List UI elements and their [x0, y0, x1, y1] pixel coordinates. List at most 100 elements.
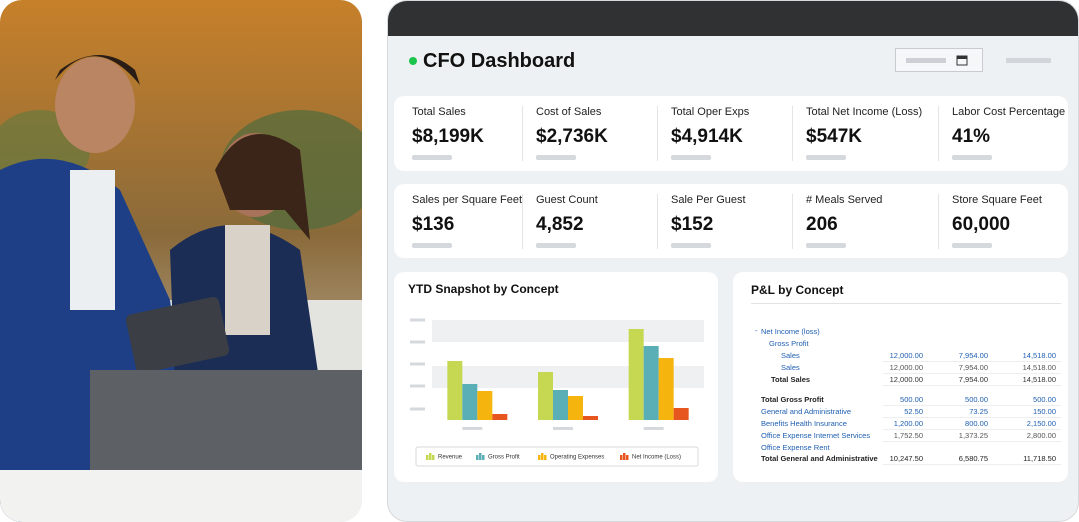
row-rule — [883, 385, 1061, 386]
dashboard-title: CFO Dashboard — [423, 50, 576, 72]
row-label: Net Income (loss) — [761, 327, 820, 336]
legend-swatch — [479, 453, 482, 460]
legend-swatch — [620, 455, 623, 460]
kpi-label: Total Net Income (Loss) — [806, 106, 923, 118]
row-label: Total General and Administrative — [761, 454, 878, 463]
placeholder — [412, 243, 452, 248]
kpi-value: 206 — [806, 214, 838, 235]
date-picker[interactable] — [895, 48, 983, 72]
kpi-value: 41% — [952, 126, 991, 147]
legend-label: Revenue — [438, 455, 463, 461]
legend — [415, 446, 699, 467]
legend-swatch — [482, 455, 485, 460]
row-rule — [883, 405, 1061, 406]
separator — [522, 106, 523, 161]
kpi-card: Sales per Square Feet $136 Guest Count 4,85… — [394, 184, 1068, 258]
separator — [522, 194, 523, 249]
divider — [751, 303, 1061, 304]
placeholder — [536, 155, 576, 160]
row-value: 52.50 — [904, 407, 923, 416]
bar — [643, 346, 659, 420]
row-rule — [883, 417, 1061, 418]
row-label: Office Expense Rent — [761, 443, 830, 452]
bar — [447, 361, 463, 420]
x-placeholder — [643, 427, 664, 430]
status-dot — [409, 57, 417, 65]
kpi-label: Sales per Square Feet — [412, 194, 523, 206]
kpi-label: Store Square Feet — [952, 194, 1042, 206]
bar — [583, 416, 598, 420]
separator — [657, 106, 658, 161]
chart-card: YTD Snapshot by Concept Revenue Gross Pro… — [394, 272, 718, 482]
bar — [568, 396, 583, 420]
legend-label: Gross Profit — [488, 455, 520, 461]
row-value: 14,518.00 — [1022, 375, 1056, 384]
expand-icon: - — [755, 326, 758, 335]
bar — [477, 391, 493, 420]
row-value: 14,518.00 — [1022, 351, 1056, 360]
row-value: 7,954.00 — [958, 351, 988, 360]
separator — [792, 106, 793, 161]
placeholder — [671, 155, 711, 160]
kpi-card: Total Sales $8,199K Cost of Sales $2,736K To… — [394, 96, 1068, 171]
placeholder — [952, 155, 992, 160]
legend-swatch — [626, 455, 629, 460]
row-rule — [883, 464, 1061, 465]
row-value: 1,200.00 — [893, 419, 923, 428]
bar — [553, 390, 568, 420]
row-label: Office Expense Internet Services — [761, 431, 871, 440]
top-bar — [388, 1, 1078, 36]
row-rule — [883, 361, 1061, 362]
kpi-label: Guest Count — [536, 194, 598, 206]
placeholder — [536, 243, 576, 248]
kpi-label: Total Oper Exps — [671, 106, 750, 118]
separator — [792, 194, 793, 249]
row-value: 800.00 — [965, 419, 988, 428]
kpi-label: Cost of Sales — [536, 106, 602, 118]
legend-swatch — [541, 453, 544, 460]
legend-label: Net Income (Loss) — [632, 455, 681, 461]
kpi-label: # Meals Served — [806, 194, 883, 206]
kpi-label: Sale Per Guest — [671, 194, 746, 206]
axis-placeholder — [410, 384, 425, 388]
table-card: P&L by Concept - Net Income (loss) Gross P… — [733, 272, 1068, 482]
axis-placeholder — [410, 362, 425, 366]
kpi-value: $2,736K — [536, 126, 608, 147]
placeholder — [806, 155, 846, 160]
row-value: 1,752.50 — [893, 431, 923, 440]
row-value: 2,150.00 — [1026, 419, 1056, 428]
photo — [0, 0, 362, 522]
row-rule — [883, 441, 1061, 442]
grid-band — [432, 320, 704, 342]
bar — [538, 372, 553, 420]
chart: YTD Snapshot by Concept Revenue Gross Pro… — [408, 282, 704, 467]
bar — [673, 408, 689, 420]
separator — [657, 194, 658, 249]
row-label: General and Administrative — [761, 407, 852, 416]
axis-placeholder — [410, 340, 425, 344]
row-value: 14,518.00 — [1022, 363, 1056, 372]
row-value: 12,000.00 — [889, 351, 923, 360]
row-label: Total Sales — [771, 375, 811, 384]
row-value: 7,954.00 — [958, 375, 988, 384]
legend-swatch — [623, 453, 626, 460]
row-rule — [883, 373, 1061, 374]
axis-placeholder — [410, 407, 425, 411]
row-label: Sales — [781, 363, 800, 372]
legend-label: Operating Expenses — [550, 455, 604, 461]
separator — [938, 106, 939, 161]
kpi-value: $4,914K — [671, 126, 743, 147]
bar — [658, 358, 674, 420]
row-label: Gross Profit — [769, 339, 809, 348]
calendar-icon — [956, 55, 968, 66]
placeholder — [1006, 58, 1051, 63]
kpi-value: $152 — [671, 214, 714, 235]
kpi-value: 4,852 — [536, 214, 584, 235]
legend-swatch — [429, 453, 432, 460]
chart-title: YTD Snapshot by Concept — [408, 282, 559, 296]
kpi-value: $8,199K — [412, 126, 484, 147]
placeholder — [806, 243, 846, 248]
kpi-label: Labor Cost Percentage — [952, 106, 1066, 118]
legend-swatch — [538, 455, 541, 460]
